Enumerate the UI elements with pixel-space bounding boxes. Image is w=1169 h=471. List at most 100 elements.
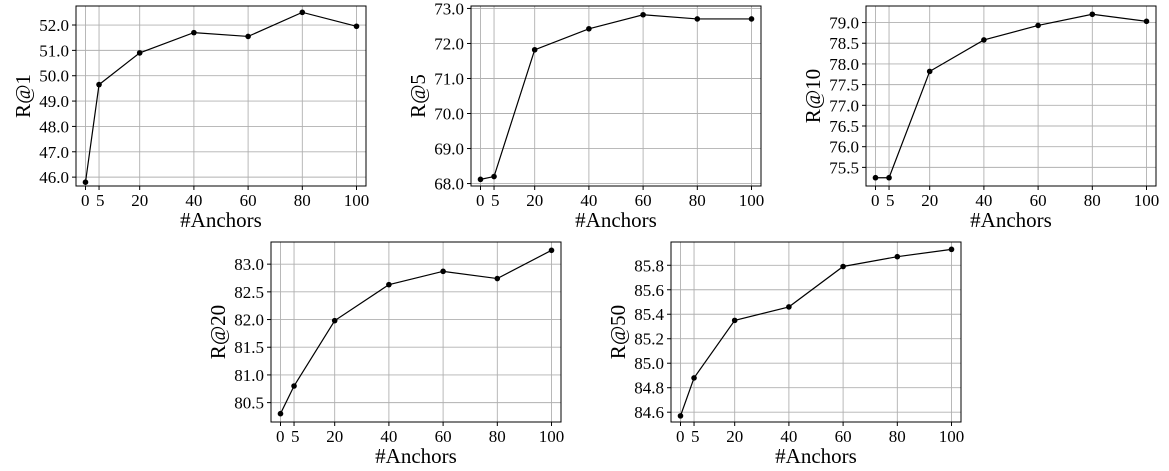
x-tick-label: 60 <box>240 191 257 210</box>
data-point <box>926 68 933 75</box>
x-axis-label: #Anchors <box>775 444 857 468</box>
data-point <box>691 375 697 381</box>
data-point <box>277 410 284 417</box>
x-tick-label: 0 <box>276 427 285 446</box>
x-tick-label: 20 <box>131 191 148 210</box>
data-point <box>948 246 955 253</box>
y-axis-label: R@10 <box>801 69 825 123</box>
y-tick-label: 71.0 <box>434 69 464 88</box>
data-point <box>353 23 360 30</box>
x-tick-label: 40 <box>780 427 797 446</box>
chart-r-at-20: 0 5 20 40 60 80 100 80.5 81.0 81.5 82.0 82.5 83.0 #An… <box>206 241 565 468</box>
data-point <box>491 173 497 180</box>
y-tick-label: 50.0 <box>39 67 69 86</box>
data-point <box>840 263 846 270</box>
data-point <box>694 16 701 22</box>
series-line <box>679 248 952 417</box>
x-tick-label: 100 <box>344 191 370 210</box>
chart-r-at-5: 0 5 20 40 60 80 100 68.0 69.0 70.0 71.0 72.0 73.0 #An… <box>406 0 765 232</box>
y-tick-label: 52.0 <box>39 16 69 35</box>
data-point <box>531 46 538 53</box>
x-tick-label: 80 <box>294 191 311 210</box>
data-point <box>82 179 89 185</box>
y-tick-label: 68.0 <box>434 175 464 194</box>
data-point <box>494 275 501 282</box>
x-tick-label: 5 <box>691 427 700 446</box>
y-tick-label: 76.0 <box>829 138 859 157</box>
data-point <box>548 247 555 254</box>
x-axis-label: #Anchors <box>970 208 1052 232</box>
x-tick-label: 80 <box>689 191 706 210</box>
y-tick-label: 72.0 <box>434 34 464 53</box>
y-tick-label: 70.0 <box>434 105 464 124</box>
y-tick-label: 75.5 <box>829 158 859 177</box>
x-tick-label: 40 <box>185 191 202 210</box>
x-tick-label: 80 <box>489 427 506 446</box>
y-tick-label: 51.0 <box>39 41 69 60</box>
y-tick-label: 77.0 <box>829 96 859 115</box>
y-axis-label: R@50 <box>606 305 630 359</box>
y-tick-label: 85.0 <box>634 354 664 373</box>
x-tick-label: 60 <box>635 191 652 210</box>
data-point <box>477 176 484 183</box>
y-tick-label: 85.4 <box>634 305 664 324</box>
x-tick-label: 40 <box>975 191 992 210</box>
x-tick-label: 60 <box>835 427 852 446</box>
y-tick-label: 77.5 <box>829 76 859 95</box>
x-tick-label: 100 <box>739 191 765 210</box>
x-tick-label: 5 <box>291 427 300 446</box>
data-point <box>1089 11 1096 18</box>
data-point <box>677 413 684 419</box>
y-tick-label: 73.0 <box>434 0 464 18</box>
data-point <box>981 37 987 43</box>
data-point <box>136 50 143 56</box>
y-tick-label: 81.5 <box>234 338 264 357</box>
data-point <box>886 174 892 181</box>
data-point <box>586 25 592 32</box>
data-point <box>96 81 102 88</box>
y-tick-label: 84.6 <box>634 403 664 422</box>
y-tick-label: 49.0 <box>39 92 69 111</box>
y-axis-label: R@5 <box>406 74 430 118</box>
y-tick-label: 85.6 <box>634 281 664 300</box>
data-point <box>191 29 197 36</box>
y-tick-label: 69.0 <box>434 140 464 159</box>
series-line <box>875 13 1147 179</box>
y-tick-label: 84.8 <box>634 379 664 398</box>
y-axis-label: R@1 <box>11 74 35 118</box>
x-tick-label: 5 <box>491 191 500 210</box>
x-tick-label: 5 <box>96 191 105 210</box>
x-tick-label: 100 <box>939 427 965 446</box>
x-tick-label: 100 <box>1134 191 1160 210</box>
data-point <box>748 16 755 22</box>
x-axis-label: #Anchors <box>575 208 657 232</box>
y-tick-label: 83.0 <box>234 255 264 274</box>
series-line <box>480 14 752 180</box>
y-tick-label: 76.5 <box>829 117 859 136</box>
data-point <box>731 317 738 324</box>
x-tick-label: 80 <box>1084 191 1101 210</box>
y-tick-label: 82.0 <box>234 311 264 330</box>
x-tick-label: 100 <box>539 427 565 446</box>
x-tick-label: 20 <box>526 191 543 210</box>
plot-frame <box>865 5 1157 187</box>
data-point <box>1143 18 1150 25</box>
data-point <box>291 383 297 389</box>
y-tick-label: 78.5 <box>829 34 859 53</box>
x-tick-label: 40 <box>580 191 597 210</box>
y-tick-label: 46.0 <box>39 168 69 187</box>
chart-r-at-1: 0 5 20 40 60 80 100 46.0 47.0 48.0 49.0 50.0 51.0 52.… <box>11 5 370 232</box>
x-axis-label: #Anchors <box>180 208 262 232</box>
data-point <box>872 174 879 181</box>
x-tick-label: 0 <box>871 191 880 210</box>
x-tick-label: 0 <box>676 427 685 446</box>
data-point <box>440 268 446 275</box>
x-tick-label: 20 <box>326 427 343 446</box>
x-tick-label: 40 <box>380 427 397 446</box>
y-tick-label: 47.0 <box>39 143 69 162</box>
x-tick-label: 20 <box>921 191 938 210</box>
x-tick-label: 60 <box>435 427 452 446</box>
y-tick-label: 79.0 <box>829 14 859 33</box>
plot-frame <box>670 241 962 423</box>
y-tick-label: 85.8 <box>634 256 664 275</box>
